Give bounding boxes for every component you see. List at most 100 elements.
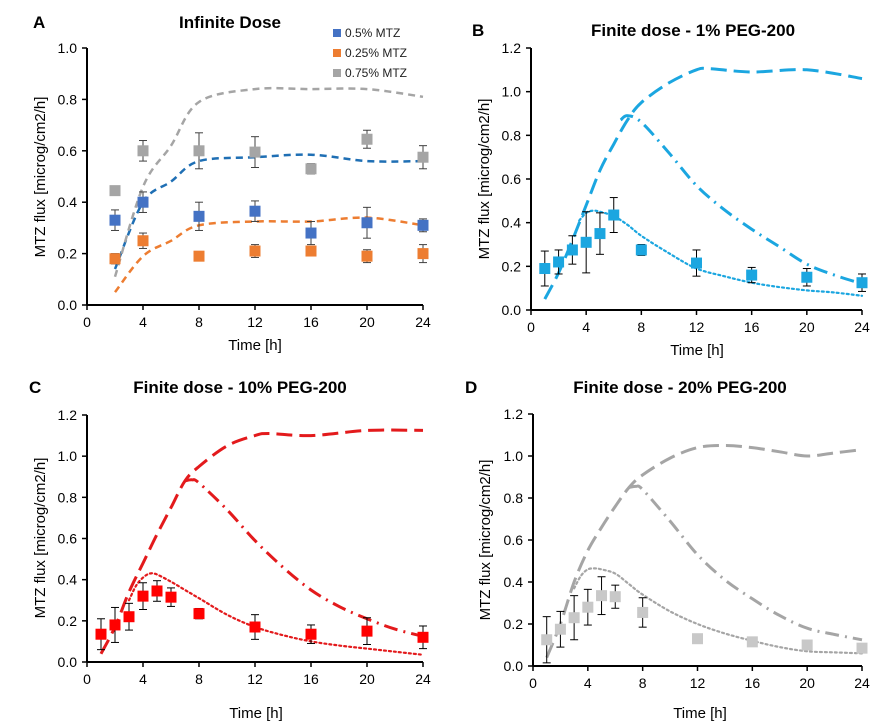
y-tick-label: 0.6 — [58, 143, 78, 159]
model-line-longdash — [99, 428, 424, 655]
data-point — [746, 269, 758, 281]
data-point — [249, 621, 261, 633]
y-tick-label: 0.6 — [58, 531, 78, 547]
y-tick-label: 0.0 — [502, 302, 522, 318]
x-tick-label: 16 — [303, 314, 319, 330]
x-tick-label: 0 — [83, 671, 91, 687]
x-tick-label: 20 — [799, 319, 815, 335]
data-point — [568, 612, 580, 624]
x-tick-label: 20 — [799, 675, 815, 691]
x-tick-label: 24 — [854, 675, 870, 691]
model-line-dot — [127, 572, 425, 656]
data-point — [361, 217, 373, 229]
data-point — [361, 133, 373, 145]
data-point — [801, 639, 813, 651]
y-tick-label: 0.2 — [58, 613, 78, 629]
data-point — [109, 253, 121, 265]
data-point — [637, 606, 649, 618]
model-line-dash — [114, 216, 424, 293]
panel-letter: C — [29, 378, 41, 397]
panel-c: C Finite dose - 10% PEG-200 Time [h] MTZ… — [29, 378, 431, 722]
y-axis-label: MTZ flux [microg/cm2/h] — [477, 460, 494, 621]
data-point — [856, 642, 868, 654]
y-tick-label: 0.8 — [502, 127, 522, 143]
x-tick-label: 20 — [359, 671, 375, 687]
y-tick-label: 0.2 — [58, 246, 78, 262]
y-tick-label: 1.2 — [58, 407, 78, 423]
data-point — [193, 145, 205, 157]
x-tick-label: 12 — [247, 314, 263, 330]
panel-title: Infinite Dose — [179, 13, 281, 32]
model-line-dashdot — [619, 114, 863, 286]
y-axis-label: MTZ flux [microg/cm2/h] — [32, 97, 49, 258]
x-axis-label: Time [h] — [673, 705, 727, 722]
data-point — [596, 590, 608, 602]
x-tick-label: 12 — [247, 671, 263, 687]
y-tick-label: 1.0 — [58, 40, 78, 56]
panel-a: A Infinite Dose Time [h] MTZ flux [micro… — [32, 13, 431, 354]
data-point — [137, 590, 149, 602]
data-point — [692, 633, 703, 645]
y-axis-label: MTZ flux [microg/cm2/h] — [32, 458, 49, 619]
y-tick-label: 1.2 — [504, 406, 524, 422]
x-tick-label: 8 — [195, 671, 203, 687]
model-line-longdash — [543, 66, 863, 300]
data-point — [691, 257, 702, 269]
x-tick-label: 24 — [415, 314, 431, 330]
model-line-dot — [573, 567, 864, 655]
data-point — [417, 219, 429, 231]
y-tick-label: 1.0 — [504, 448, 524, 464]
data-point — [137, 196, 149, 208]
x-axis-label: Time [h] — [670, 342, 724, 359]
x-axis-label: Time [h] — [229, 705, 283, 722]
data-point — [249, 205, 261, 217]
data-point — [193, 608, 205, 620]
x-tick-label: 4 — [582, 319, 590, 335]
data-point — [582, 601, 594, 613]
data-point — [305, 227, 317, 239]
model-line-dash — [113, 153, 424, 270]
y-tick-label: 0.4 — [58, 572, 78, 588]
y-tick-label: 1.2 — [502, 40, 522, 56]
legend-marker-0 — [333, 29, 341, 37]
x-tick-label: 24 — [854, 319, 870, 335]
y-tick-label: 0.6 — [502, 171, 522, 187]
data-point — [566, 244, 578, 256]
y-tick-label: 0.8 — [58, 91, 78, 107]
data-point — [95, 628, 107, 640]
y-tick-label: 0.2 — [502, 258, 522, 274]
data-point — [541, 634, 553, 646]
model-line-dash — [113, 86, 424, 278]
x-tick-label: 0 — [529, 675, 537, 691]
x-tick-label: 4 — [584, 675, 592, 691]
panel-letter: A — [33, 13, 45, 32]
data-point — [249, 245, 261, 257]
legend-marker-2 — [333, 69, 341, 77]
legend-label-1: 0.25% MTZ — [345, 46, 407, 60]
data-point — [609, 591, 621, 603]
x-tick-label: 16 — [744, 319, 760, 335]
y-tick-label: 0.4 — [502, 215, 522, 231]
data-point — [608, 209, 620, 221]
x-tick-label: 8 — [637, 319, 645, 335]
panel-d: D Finite dose - 20% PEG-200 Time [h] MTZ… — [465, 378, 870, 722]
data-point — [553, 256, 565, 268]
panel-title: Finite dose - 10% PEG-200 — [133, 378, 347, 397]
data-point — [801, 271, 813, 283]
y-tick-label: 0.8 — [504, 490, 524, 506]
data-point — [417, 248, 429, 260]
y-tick-label: 0.0 — [58, 297, 78, 313]
panel-letter: D — [465, 378, 477, 397]
data-point — [193, 250, 205, 262]
x-tick-label: 12 — [690, 675, 706, 691]
data-point — [635, 244, 647, 256]
model-line-dot — [578, 209, 864, 297]
x-tick-label: 24 — [415, 671, 431, 687]
data-point — [305, 245, 317, 257]
x-tick-label: 16 — [745, 675, 761, 691]
data-point — [305, 163, 317, 175]
data-point — [109, 619, 121, 631]
y-tick-label: 0.2 — [504, 616, 524, 632]
data-point — [856, 277, 868, 289]
